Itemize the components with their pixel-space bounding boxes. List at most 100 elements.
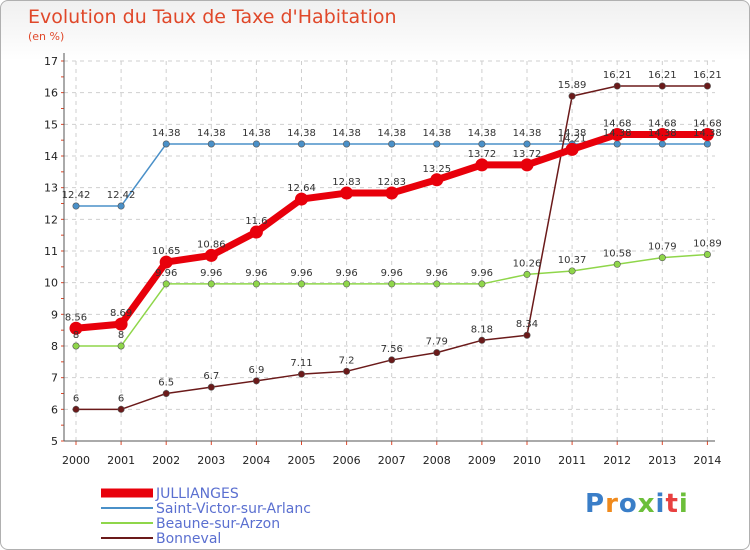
y-tick-label: 9 xyxy=(51,308,58,321)
x-tick-label: 2009 xyxy=(468,454,496,467)
data-label: 10.79 xyxy=(648,242,677,253)
data-label: 16.21 xyxy=(693,70,722,81)
logo-letter: P xyxy=(585,489,606,519)
data-label: 14.68 xyxy=(648,118,677,129)
data-point xyxy=(343,280,351,288)
data-point xyxy=(388,140,396,148)
axes: 5 6 7 8 9 10 11 12 13 14 15 16 17 2000 2001 2002 2003 200… xyxy=(44,53,721,467)
x-tick-label: 2012 xyxy=(603,454,631,467)
data-label: 7.56 xyxy=(381,344,403,355)
data-point xyxy=(433,280,441,288)
data-point xyxy=(520,158,534,172)
data-label: 14.21 xyxy=(558,133,587,144)
y-tick-label: 5 xyxy=(51,435,58,448)
data-label: 14.38 xyxy=(287,128,316,139)
data-label: 14.38 xyxy=(693,128,722,139)
legend-label: JULLIANGES xyxy=(155,486,239,502)
data-label: 9.96 xyxy=(155,268,177,279)
logo-letter: r xyxy=(605,489,619,519)
data-point xyxy=(433,349,441,357)
data-label: 9.96 xyxy=(245,268,267,279)
logo-letter: i xyxy=(678,489,689,519)
logo-letter: o xyxy=(618,489,638,519)
x-tick-label: 2004 xyxy=(242,454,270,467)
data-label: 14.38 xyxy=(422,128,451,139)
data-label: 8.69 xyxy=(110,308,132,319)
data-point xyxy=(159,255,173,269)
data-label: 6.9 xyxy=(248,365,264,376)
data-point xyxy=(568,267,576,275)
data-point xyxy=(388,280,396,288)
data-point xyxy=(252,377,260,385)
y-tick-label: 13 xyxy=(44,182,58,195)
x-tick-label: 2000 xyxy=(62,454,90,467)
data-label: 14.38 xyxy=(603,128,632,139)
series-lines xyxy=(69,82,714,413)
logo-letter: i xyxy=(655,489,666,519)
legend-label: Bonneval xyxy=(156,531,221,547)
data-point xyxy=(610,127,624,141)
x-tick-label: 2002 xyxy=(152,454,180,467)
data-label: 7.2 xyxy=(339,355,355,366)
data-label: 10.65 xyxy=(152,246,181,257)
data-point xyxy=(117,405,125,413)
data-point xyxy=(340,186,354,200)
data-label: 15.89 xyxy=(558,80,587,91)
data-label: 12.64 xyxy=(287,183,316,194)
chart-title: Evolution du Taux de Taxe d'Habitation xyxy=(28,6,397,28)
proxiti-logo: Proxiti xyxy=(585,489,689,519)
data-point xyxy=(565,142,579,156)
data-point xyxy=(162,280,170,288)
data-point xyxy=(478,336,486,344)
data-point xyxy=(655,127,669,141)
legend-label: Beaune-sur-Arzon xyxy=(156,516,280,532)
data-label: 8.34 xyxy=(516,319,538,330)
data-label: 10.58 xyxy=(603,248,632,259)
data-label: 12.83 xyxy=(377,177,406,188)
data-label: 14.68 xyxy=(603,118,632,129)
data-label: 13.72 xyxy=(468,149,497,160)
data-point xyxy=(72,405,80,413)
data-label: 11.6 xyxy=(245,216,267,227)
data-point xyxy=(658,254,666,262)
y-tick-label: 17 xyxy=(44,55,58,68)
data-label: 7.79 xyxy=(426,337,448,348)
x-tick-label: 2010 xyxy=(513,454,541,467)
data-point xyxy=(388,356,396,364)
data-label: 9.96 xyxy=(381,268,403,279)
y-tick-label: 8 xyxy=(51,340,58,353)
chart-unit: (en %) xyxy=(28,30,65,43)
data-point xyxy=(385,186,399,200)
data-point xyxy=(207,140,215,148)
data-point xyxy=(523,270,531,278)
data-label: 9.96 xyxy=(335,268,357,279)
x-tick-label: 2005 xyxy=(288,454,316,467)
data-point xyxy=(703,250,711,258)
data-point xyxy=(72,202,80,210)
data-point xyxy=(295,192,308,206)
x-tick-label: 2003 xyxy=(197,454,225,467)
data-label: 9.96 xyxy=(426,268,448,279)
data-point xyxy=(72,342,80,350)
data-label: 14.38 xyxy=(377,128,406,139)
data-point xyxy=(162,140,170,148)
data-label: 12.83 xyxy=(332,177,361,188)
logo-letter: t xyxy=(665,489,679,519)
data-point xyxy=(162,389,170,397)
legend: JULLIANGESSaint-Victor-sur-ArlancBeaune-… xyxy=(101,486,311,547)
data-point xyxy=(114,317,128,331)
data-point xyxy=(703,140,711,148)
legend-label: Saint-Victor-sur-Arlanc xyxy=(156,501,311,517)
y-tick-label: 11 xyxy=(44,245,58,258)
data-point xyxy=(204,248,218,262)
data-label: 6.7 xyxy=(203,371,219,382)
data-label: 14.38 xyxy=(197,128,226,139)
y-tick-label: 15 xyxy=(44,118,58,131)
x-tick-label: 2008 xyxy=(423,454,451,467)
data-point xyxy=(343,140,351,148)
data-point xyxy=(478,140,486,148)
data-label: 10.86 xyxy=(197,239,226,250)
data-label: 16.21 xyxy=(648,70,677,81)
data-point xyxy=(475,158,489,172)
